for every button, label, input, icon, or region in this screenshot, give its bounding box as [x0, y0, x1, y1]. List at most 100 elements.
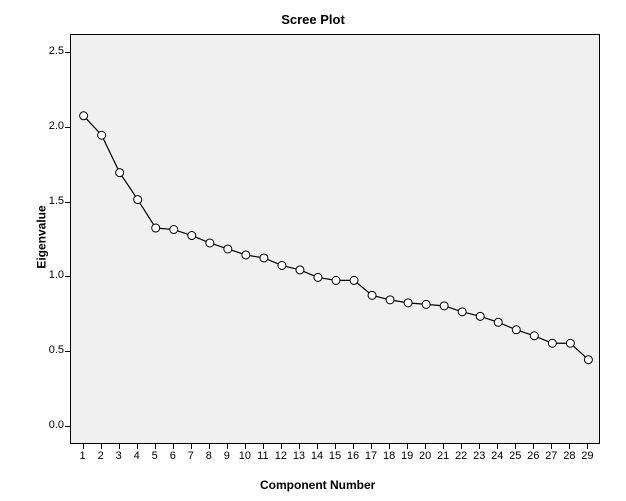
y-tick-mark — [65, 276, 70, 277]
data-point — [98, 131, 106, 139]
x-tick-label: 27 — [542, 450, 560, 462]
x-tick-label: 11 — [254, 450, 272, 462]
x-tick-label: 12 — [272, 450, 290, 462]
data-point — [80, 112, 88, 120]
x-tick-label: 4 — [128, 450, 146, 462]
series-line — [84, 116, 589, 360]
data-point — [206, 239, 214, 247]
x-tick-label: 25 — [506, 450, 524, 462]
x-tick-label: 16 — [344, 450, 362, 462]
y-tick-mark — [65, 52, 70, 53]
x-tick-mark — [155, 444, 156, 449]
x-tick-label: 8 — [200, 450, 218, 462]
y-tick-mark — [65, 202, 70, 203]
y-tick-label: 0.0 — [34, 419, 64, 431]
x-tick-mark — [371, 444, 372, 449]
x-tick-mark — [407, 444, 408, 449]
x-tick-label: 14 — [308, 450, 326, 462]
data-point — [116, 169, 124, 177]
data-point — [242, 251, 250, 259]
x-tick-mark — [443, 444, 444, 449]
data-point — [404, 299, 412, 307]
x-tick-mark — [209, 444, 210, 449]
x-tick-mark — [101, 444, 102, 449]
x-tick-label: 29 — [578, 450, 596, 462]
x-tick-label: 6 — [164, 450, 182, 462]
data-point — [188, 232, 196, 240]
data-point — [440, 302, 448, 310]
data-point — [494, 318, 502, 326]
x-tick-mark — [425, 444, 426, 449]
data-point — [566, 339, 574, 347]
data-point — [350, 276, 358, 284]
line-series — [71, 35, 601, 445]
chart-title: Scree Plot — [0, 12, 626, 27]
x-tick-label: 18 — [380, 450, 398, 462]
x-tick-mark — [299, 444, 300, 449]
x-tick-mark — [119, 444, 120, 449]
x-tick-label: 26 — [524, 450, 542, 462]
x-tick-mark — [533, 444, 534, 449]
scree-plot-container: Scree Plot Eigenvalue Component Number 0… — [0, 0, 626, 501]
x-tick-mark — [389, 444, 390, 449]
y-tick-label: 1.5 — [34, 195, 64, 207]
x-tick-label: 22 — [452, 450, 470, 462]
x-tick-label: 17 — [362, 450, 380, 462]
data-point — [260, 254, 268, 262]
x-tick-label: 19 — [398, 450, 416, 462]
x-tick-mark — [497, 444, 498, 449]
x-tick-label: 23 — [470, 450, 488, 462]
x-tick-label: 5 — [146, 450, 164, 462]
x-tick-mark — [191, 444, 192, 449]
data-point — [422, 300, 430, 308]
data-point — [476, 312, 484, 320]
data-point — [530, 332, 538, 340]
x-tick-mark — [83, 444, 84, 449]
x-tick-label: 1 — [74, 450, 92, 462]
x-tick-label: 28 — [560, 450, 578, 462]
y-tick-mark — [65, 127, 70, 128]
data-point — [314, 273, 322, 281]
x-tick-mark — [335, 444, 336, 449]
data-point — [368, 291, 376, 299]
x-tick-mark — [263, 444, 264, 449]
plot-area — [70, 34, 600, 444]
data-point — [512, 326, 520, 334]
y-axis-label: Eigenvalue — [35, 205, 49, 268]
data-point — [278, 261, 286, 269]
data-point — [224, 245, 232, 253]
x-tick-mark — [479, 444, 480, 449]
x-tick-mark — [281, 444, 282, 449]
x-tick-mark — [245, 444, 246, 449]
data-point — [134, 196, 142, 204]
x-tick-mark — [173, 444, 174, 449]
x-tick-mark — [569, 444, 570, 449]
x-tick-label: 3 — [110, 450, 128, 462]
y-tick-label: 2.5 — [34, 45, 64, 57]
data-point — [170, 226, 178, 234]
x-tick-label: 24 — [488, 450, 506, 462]
data-point — [458, 308, 466, 316]
x-axis-label: Component Number — [260, 478, 375, 492]
x-tick-mark — [461, 444, 462, 449]
data-point — [584, 356, 592, 364]
y-tick-label: 0.5 — [34, 344, 64, 356]
x-tick-mark — [317, 444, 318, 449]
x-tick-label: 21 — [434, 450, 452, 462]
x-tick-mark — [227, 444, 228, 449]
y-tick-mark — [65, 351, 70, 352]
x-tick-label: 15 — [326, 450, 344, 462]
data-point — [332, 276, 340, 284]
x-tick-label: 10 — [236, 450, 254, 462]
x-tick-label: 2 — [92, 450, 110, 462]
data-point — [548, 339, 556, 347]
x-tick-label: 7 — [182, 450, 200, 462]
y-tick-mark — [65, 426, 70, 427]
y-tick-label: 2.0 — [34, 120, 64, 132]
x-tick-label: 9 — [218, 450, 236, 462]
x-tick-mark — [587, 444, 588, 449]
y-tick-label: 1.0 — [34, 269, 64, 281]
x-tick-mark — [353, 444, 354, 449]
data-point — [152, 224, 160, 232]
data-point — [296, 266, 304, 274]
